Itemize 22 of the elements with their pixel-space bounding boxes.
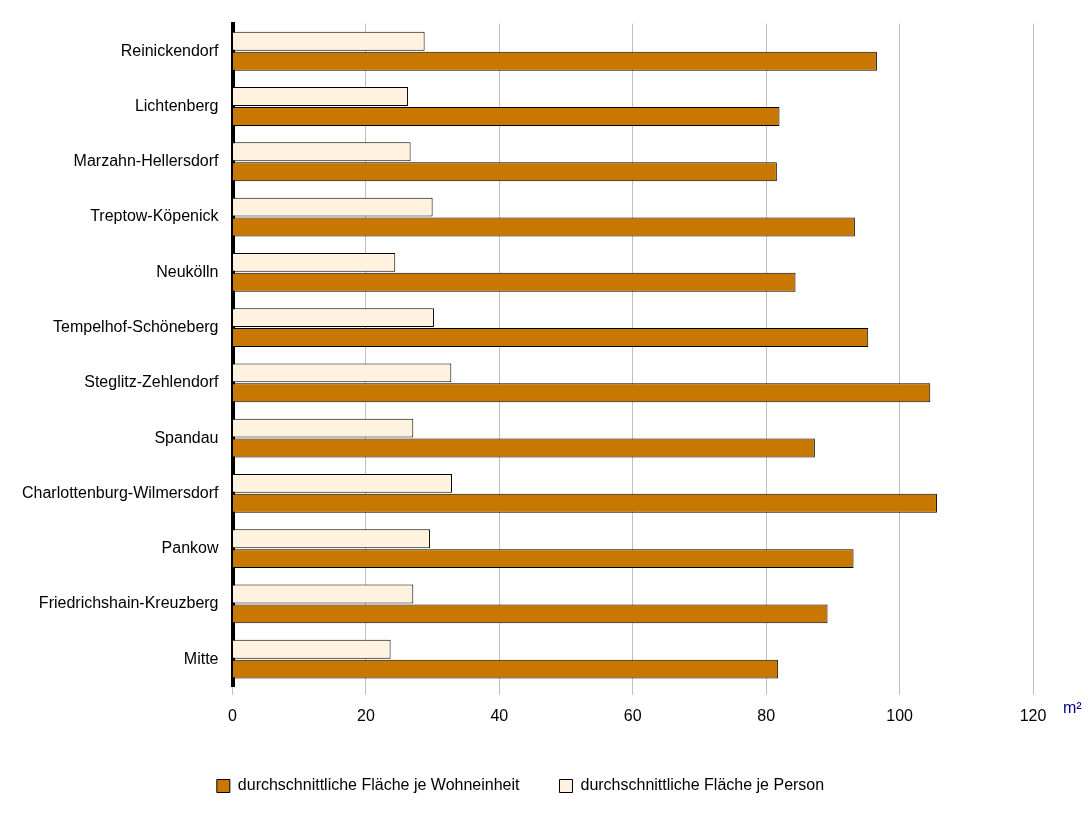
y-tick-label: Marzahn-Hellersdorf — [73, 152, 220, 170]
y-tick-label: Friedrichshain-Kreuzberg — [38, 594, 219, 612]
legend-label: durchschnittliche Fläche je Person — [580, 776, 825, 794]
y-tick-label: Charlottenburg-Wilmersdorf — [21, 483, 220, 501]
y-tick-label: Reinickendorf — [120, 41, 220, 59]
y-tick-label: Pankow — [161, 539, 219, 557]
x-tick-label: 80 — [757, 706, 776, 724]
x-tick-label: 0 — [228, 706, 238, 724]
y-tick-label: Tempelhof-Schöneberg — [53, 317, 219, 335]
y-tick-label: Mitte — [183, 649, 219, 667]
x-tick-label: 40 — [490, 706, 509, 724]
y-tick-label: Steglitz-Zehlendorf — [84, 373, 220, 391]
x-tick-label: 20 — [357, 706, 375, 724]
y-tick-label: Treptow-Köpenick — [90, 207, 220, 225]
y-tick-label: Spandau — [154, 428, 219, 446]
x-tick-label: 60 — [623, 706, 642, 724]
x-tick-label: 120 — [1019, 706, 1047, 724]
y-tick-label: Lichtenberg — [134, 96, 219, 114]
x-axis-title: m² — [1063, 699, 1083, 717]
y-tick-label: Neukölln — [156, 262, 219, 280]
x-tick-label: 100 — [886, 706, 914, 724]
legend-label: durchschnittliche Fläche je Wohneinheit — [237, 776, 521, 794]
